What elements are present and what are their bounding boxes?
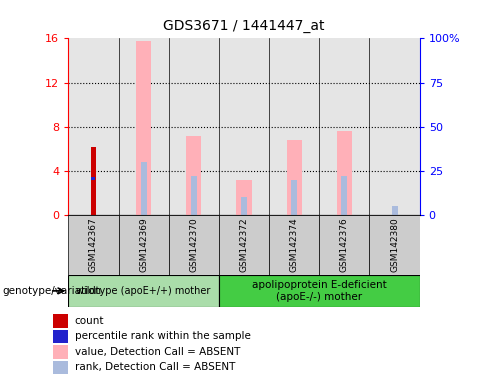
Text: percentile rank within the sample: percentile rank within the sample	[75, 331, 250, 341]
Text: GSM142369: GSM142369	[139, 217, 148, 272]
Text: rank, Detection Call = ABSENT: rank, Detection Call = ABSENT	[75, 362, 235, 372]
Bar	[237, 180, 251, 215]
Bar	[269, 38, 319, 215]
Bar	[241, 197, 247, 215]
Bar	[68, 275, 219, 307]
Bar	[369, 215, 420, 275]
Text: wildtype (apoE+/+) mother: wildtype (apoE+/+) mother	[77, 286, 211, 296]
Bar	[53, 314, 68, 328]
Bar	[269, 215, 319, 275]
Bar	[291, 180, 297, 215]
Bar	[119, 38, 169, 215]
Bar	[136, 41, 151, 215]
Bar	[319, 38, 369, 215]
Bar	[141, 162, 146, 215]
Bar	[219, 38, 269, 215]
Bar	[91, 177, 96, 180]
Bar	[391, 206, 398, 215]
Bar	[191, 176, 197, 215]
Text: count: count	[75, 316, 104, 326]
Bar	[169, 38, 219, 215]
Text: value, Detection Call = ABSENT: value, Detection Call = ABSENT	[75, 347, 240, 357]
Bar	[68, 38, 119, 215]
Bar	[53, 330, 68, 343]
Bar	[219, 215, 269, 275]
Text: genotype/variation: genotype/variation	[2, 286, 102, 296]
Bar	[53, 345, 68, 359]
Bar	[53, 361, 68, 374]
Text: apolipoprotein E-deficient
(apoE-/-) mother: apolipoprotein E-deficient (apoE-/-) mot…	[252, 280, 386, 302]
Bar	[342, 176, 347, 215]
Text: GSM142370: GSM142370	[189, 217, 198, 272]
Bar	[91, 147, 96, 215]
Title: GDS3671 / 1441447_at: GDS3671 / 1441447_at	[163, 19, 325, 33]
Bar	[286, 140, 302, 215]
Bar	[119, 215, 169, 275]
Bar	[319, 215, 369, 275]
Bar	[337, 131, 352, 215]
Bar	[186, 136, 202, 215]
Text: GSM142376: GSM142376	[340, 217, 349, 272]
Bar	[219, 275, 420, 307]
Text: GSM142380: GSM142380	[390, 217, 399, 272]
Text: GSM142367: GSM142367	[89, 217, 98, 272]
Bar	[68, 215, 119, 275]
Bar	[369, 38, 420, 215]
Text: GSM142374: GSM142374	[290, 217, 299, 272]
Bar	[169, 215, 219, 275]
Text: GSM142372: GSM142372	[240, 217, 248, 272]
